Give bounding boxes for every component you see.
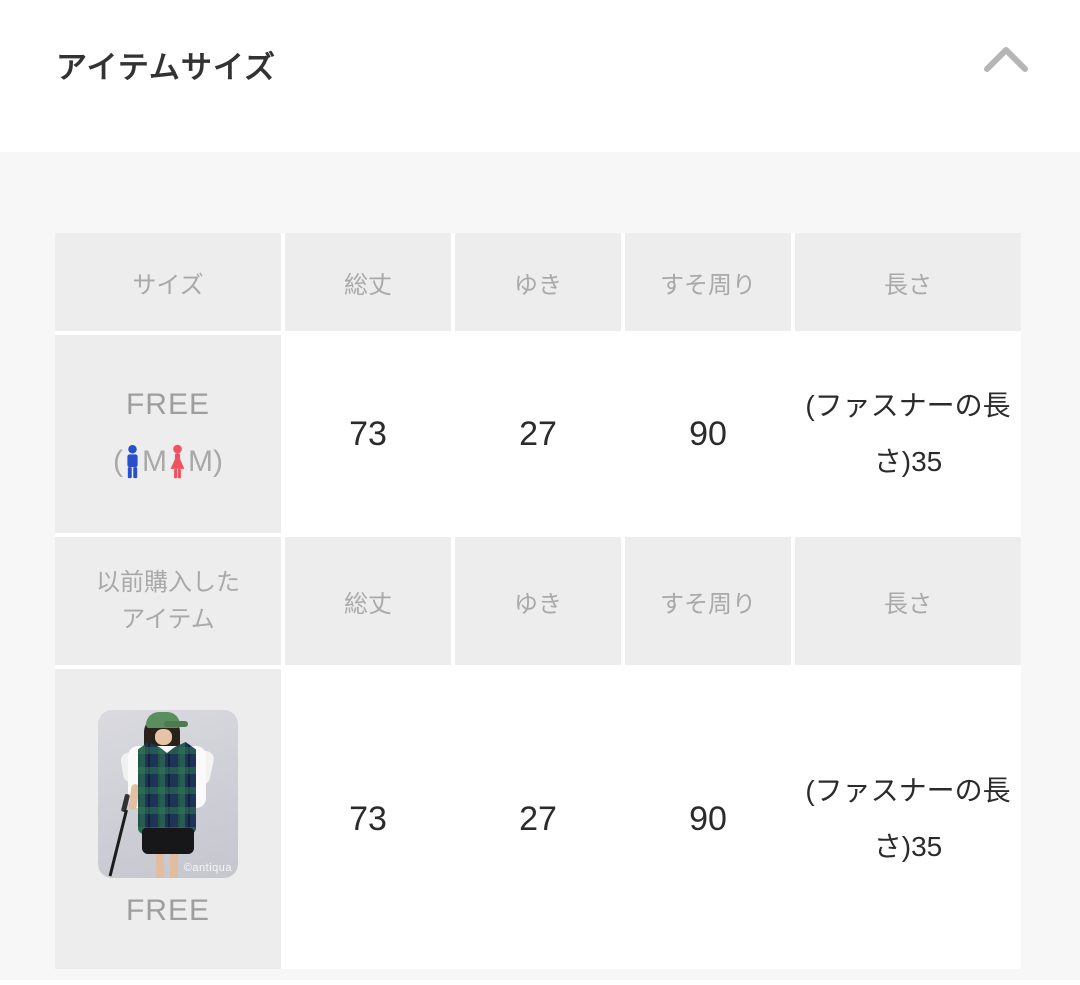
- current-item-size-cell: FREE ( M: [55, 335, 281, 533]
- section-header: アイテムサイズ: [0, 0, 1080, 152]
- column-header-hem: すそ周り: [625, 233, 791, 331]
- current-yuki-value: 27: [455, 335, 621, 533]
- previous-total-length-value: 73: [285, 669, 451, 969]
- paren-open: (: [113, 445, 123, 478]
- female-size-label: M: [188, 445, 213, 478]
- previous-item-header-label: 以前購入したアイテム: [96, 568, 240, 633]
- previous-item-size-label: FREE: [125, 894, 210, 927]
- brand-watermark: ©antiqua: [183, 862, 232, 874]
- black-skirt: [142, 828, 194, 854]
- previous-yuki-value: 27: [455, 669, 621, 969]
- previous-item-size-cell: ©antiqua FREE: [55, 669, 281, 969]
- previous-item-header: 以前購入したアイテム: [55, 537, 281, 665]
- size-section: サイズ 総丈 ゆき すそ周り 長さ FREE (: [0, 152, 1080, 980]
- chevron-up-icon: [982, 47, 1030, 81]
- golf-club-shaft: [108, 809, 128, 877]
- prev-column-header-yuki: ゆき: [455, 537, 621, 665]
- paren-close: ): [213, 445, 223, 478]
- model-cap-brim: [164, 721, 188, 727]
- column-header-length: 長さ: [795, 233, 1021, 331]
- current-item-size-label: FREE: [125, 388, 210, 421]
- gender-size-note: ( M: [113, 444, 223, 480]
- prev-column-header-total-length: 総丈: [285, 537, 451, 665]
- model-leg-right: [170, 854, 178, 878]
- current-total-length-value: 73: [285, 335, 451, 533]
- current-hem-value: 90: [625, 335, 791, 533]
- collapse-section-button[interactable]: [982, 42, 1030, 78]
- male-size-label: M: [142, 445, 167, 478]
- current-length-value: (ファスナーの長さ)35: [795, 335, 1021, 533]
- previous-item-thumbnail[interactable]: ©antiqua: [98, 710, 238, 878]
- prev-column-header-hem: すそ周り: [625, 537, 791, 665]
- page-title: アイテムサイズ: [56, 50, 276, 85]
- male-icon: [123, 444, 142, 480]
- model-face: [155, 729, 172, 745]
- size-table: サイズ 総丈 ゆき すそ周り 長さ FREE (: [55, 233, 1021, 969]
- column-header-size: サイズ: [55, 233, 281, 331]
- previous-length-value: (ファスナーの長さ)35: [795, 669, 1021, 969]
- column-header-total-length: 総丈: [285, 233, 451, 331]
- plaid-vest: [138, 742, 196, 834]
- prev-column-header-length: 長さ: [795, 537, 1021, 665]
- previous-hem-value: 90: [625, 669, 791, 969]
- model-leg-left: [156, 854, 164, 878]
- column-header-yuki: ゆき: [455, 233, 621, 331]
- female-icon: [167, 444, 188, 480]
